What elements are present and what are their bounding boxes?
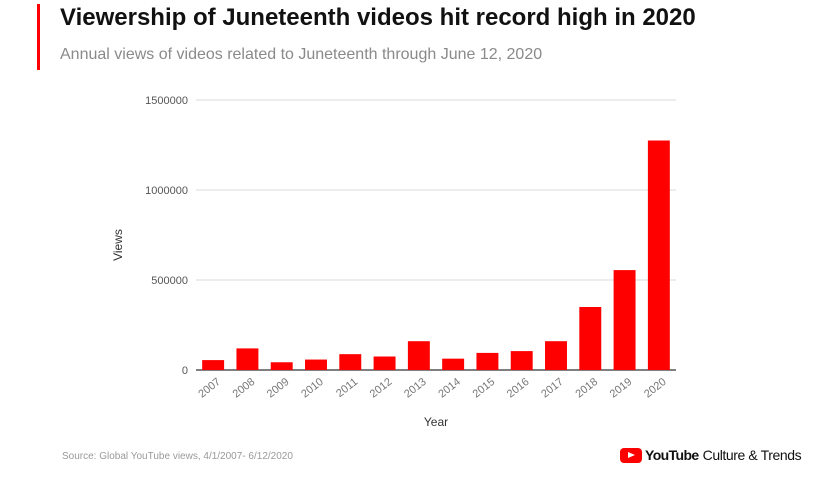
bar-2016 <box>510 351 533 370</box>
x-tick-label: 2018 <box>573 376 600 401</box>
youtube-play-icon <box>620 447 642 463</box>
bar-2012 <box>373 356 396 370</box>
bar-2014 <box>442 358 465 370</box>
bar-2007 <box>202 360 225 370</box>
bar-2019 <box>613 270 636 370</box>
bar-2010 <box>305 359 327 370</box>
bar-2018 <box>579 307 602 370</box>
x-axis-label: Year <box>424 415 448 429</box>
bars <box>202 140 670 370</box>
x-tick-label: 2012 <box>368 376 395 401</box>
x-tick-label: 2011 <box>334 376 360 400</box>
chart-title: Viewership of Juneteenth videos hit reco… <box>60 4 696 31</box>
x-tick-label: 2009 <box>265 376 292 401</box>
x-axis-ticks: 2007 2008 2009 2010 2011 2012 2013 2014 2015 2016… <box>196 376 668 401</box>
y-axis-label: Views <box>111 229 125 261</box>
x-tick-label: 2019 <box>608 376 635 401</box>
y-tick-label: 0 <box>182 365 188 377</box>
bar-2013 <box>407 341 430 370</box>
bar-2017 <box>545 341 567 370</box>
y-axis-ticks: 0 500000 1000000 1500000 <box>145 95 188 377</box>
x-tick-label: 2010 <box>299 376 326 401</box>
x-tick-label: 2017 <box>539 376 566 401</box>
brand-name: YouTube <box>645 447 699 463</box>
source-note: Source: Global YouTube views, 4/1/2007- … <box>62 451 293 462</box>
y-tick-label: 1500000 <box>145 95 188 107</box>
brand-suffix: Culture & Trends <box>702 447 802 463</box>
brand-logo: YouTube Culture & Trends <box>620 447 802 463</box>
bar-2009 <box>270 362 293 370</box>
bar-2011 <box>339 354 362 370</box>
x-tick-label: 2007 <box>196 376 223 401</box>
y-tick-label: 1000000 <box>145 185 188 197</box>
x-tick-label: 2016 <box>505 376 532 401</box>
x-tick-label: 2013 <box>402 376 429 401</box>
chart-subtitle: Annual views of videos related to Junete… <box>60 46 543 63</box>
y-tick-label: 500000 <box>151 275 188 287</box>
title-accent-bar <box>37 4 40 70</box>
x-tick-label: 2008 <box>231 376 258 401</box>
x-tick-label: 2015 <box>471 376 498 401</box>
bar-2015 <box>476 352 499 370</box>
gridlines <box>196 99 676 371</box>
x-tick-label: 2020 <box>642 376 669 401</box>
bar-2020 <box>647 140 670 370</box>
x-tick-label: 2014 <box>436 376 463 401</box>
bar-2008 <box>236 348 259 370</box>
